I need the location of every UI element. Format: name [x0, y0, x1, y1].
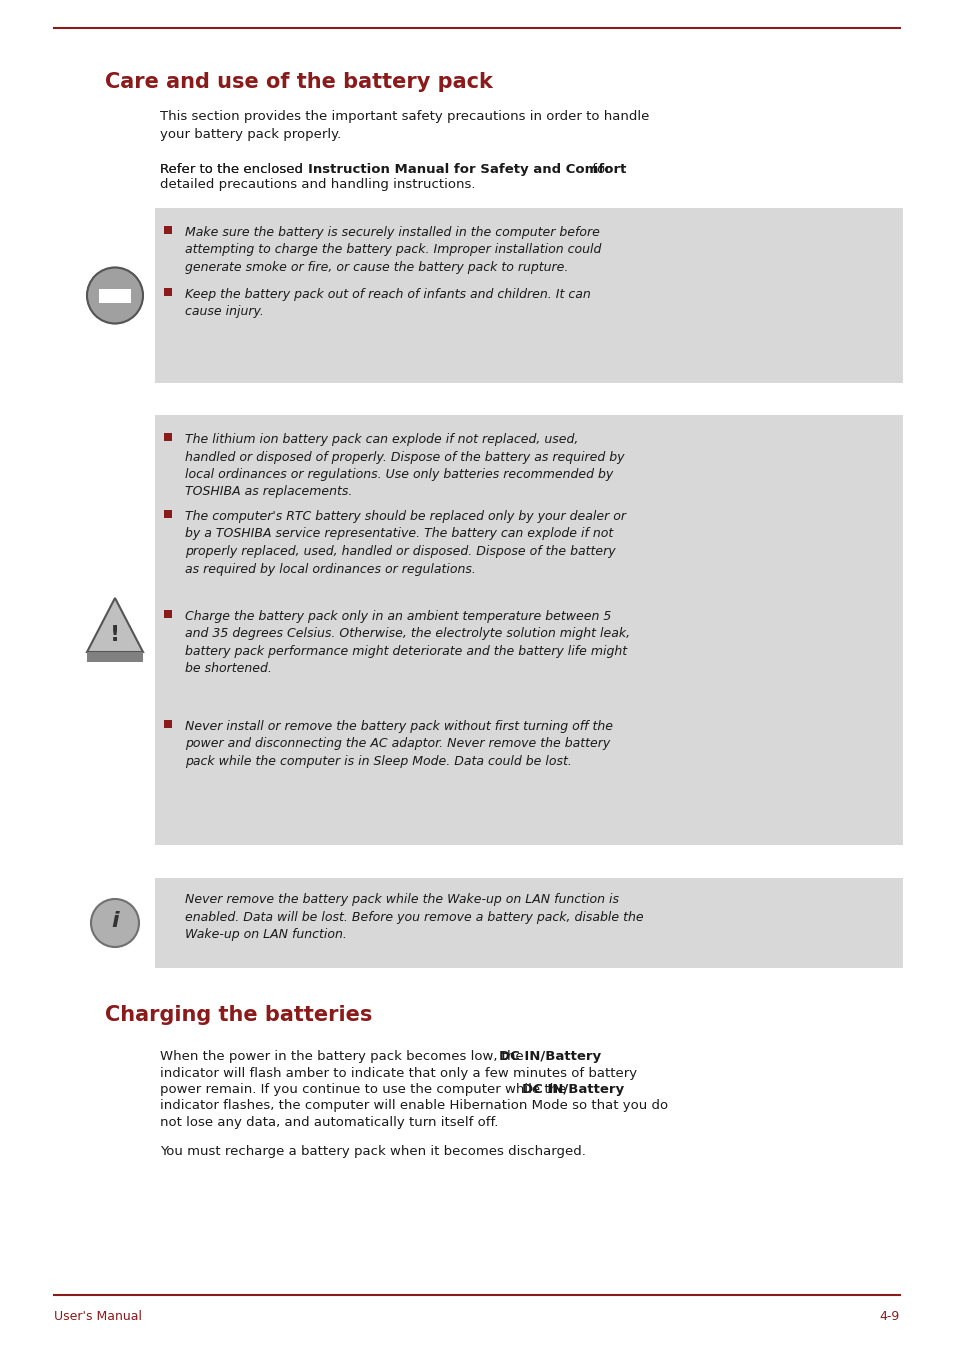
FancyBboxPatch shape	[164, 510, 172, 518]
FancyBboxPatch shape	[154, 208, 902, 383]
FancyBboxPatch shape	[164, 226, 172, 234]
Text: DC IN/Battery: DC IN/Battery	[521, 1083, 623, 1096]
Text: Never install or remove the battery pack without first turning off the
power and: Never install or remove the battery pack…	[185, 720, 613, 768]
Text: for: for	[587, 163, 610, 176]
Text: You must recharge a battery pack when it becomes discharged.: You must recharge a battery pack when it…	[160, 1145, 585, 1158]
Text: Never remove the battery pack while the Wake-up on LAN function is
enabled. Data: Never remove the battery pack while the …	[185, 893, 643, 941]
Text: Charge the battery pack only in an ambient temperature between 5
and 35 degrees : Charge the battery pack only in an ambie…	[185, 611, 630, 675]
Text: Make sure the battery is securely installed in the computer before
attempting to: Make sure the battery is securely instal…	[185, 226, 600, 274]
FancyBboxPatch shape	[87, 652, 143, 662]
Text: i: i	[112, 911, 119, 931]
FancyBboxPatch shape	[164, 611, 172, 617]
Circle shape	[91, 898, 139, 947]
Text: The computer's RTC battery should be replaced only by your dealer or
by a TOSHIB: The computer's RTC battery should be rep…	[185, 510, 625, 576]
Text: User's Manual: User's Manual	[54, 1310, 142, 1323]
Text: 4-9: 4-9	[879, 1310, 899, 1323]
FancyBboxPatch shape	[154, 878, 902, 968]
Polygon shape	[87, 599, 143, 652]
FancyBboxPatch shape	[99, 288, 131, 303]
Text: Refer to the enclosed: Refer to the enclosed	[160, 163, 307, 176]
Text: !: !	[110, 625, 120, 646]
FancyBboxPatch shape	[164, 288, 172, 296]
Text: indicator flashes, the computer will enable Hibernation Mode so that you do: indicator flashes, the computer will ena…	[160, 1099, 667, 1112]
Text: Keep the battery pack out of reach of infants and children. It can
cause injury.: Keep the battery pack out of reach of in…	[185, 288, 590, 319]
Text: Charging the batteries: Charging the batteries	[105, 1005, 372, 1025]
FancyBboxPatch shape	[154, 416, 902, 845]
Text: detailed precautions and handling instructions.: detailed precautions and handling instru…	[160, 178, 475, 191]
Text: Instruction Manual for Safety and Comfort: Instruction Manual for Safety and Comfor…	[308, 163, 626, 176]
Text: Refer to the enclosed Instruction Manual for Safety and Comfort: Refer to the enclosed Instruction Manual…	[160, 163, 588, 176]
FancyBboxPatch shape	[164, 720, 172, 728]
Circle shape	[87, 268, 143, 324]
Text: Care and use of the battery pack: Care and use of the battery pack	[105, 73, 493, 91]
FancyBboxPatch shape	[164, 433, 172, 441]
Text: not lose any data, and automatically turn itself off.: not lose any data, and automatically tur…	[160, 1116, 497, 1128]
Text: DC IN/Battery: DC IN/Battery	[498, 1050, 600, 1063]
Text: indicator will flash amber to indicate that only a few minutes of battery: indicator will flash amber to indicate t…	[160, 1067, 637, 1080]
Text: When the power in the battery pack becomes low, the: When the power in the battery pack becom…	[160, 1050, 527, 1063]
Text: The lithium ion battery pack can explode if not replaced, used,
handled or dispo: The lithium ion battery pack can explode…	[185, 433, 624, 499]
Text: power remain. If you continue to use the computer while the: power remain. If you continue to use the…	[160, 1083, 570, 1096]
Text: This section provides the important safety precautions in order to handle
your b: This section provides the important safe…	[160, 110, 649, 141]
Text: Refer to the enclosed: Refer to the enclosed	[160, 163, 307, 176]
